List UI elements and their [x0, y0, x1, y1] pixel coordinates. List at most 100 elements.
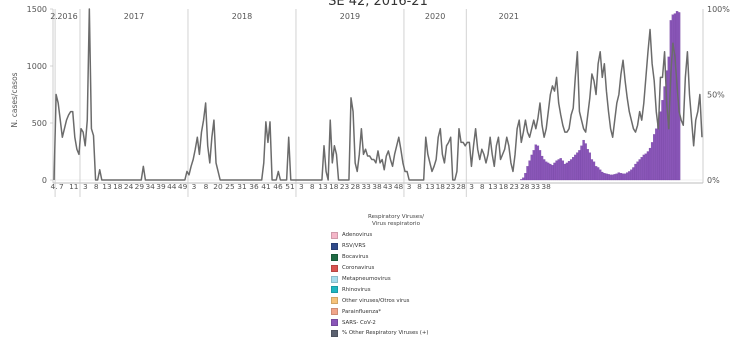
bar-sars-cov-2 [634, 163, 637, 181]
legend-swatch [331, 275, 338, 283]
legend-swatch [331, 319, 338, 327]
bar-sars-cov-2 [640, 157, 643, 181]
year-label: 2019 [340, 12, 360, 21]
bar-sars-cov-2 [655, 128, 658, 181]
bar-sars-cov-2 [599, 169, 602, 181]
bar-sars-cov-2 [592, 161, 596, 181]
bar-sars-cov-2 [615, 173, 618, 181]
bar-sars-cov-2 [594, 166, 598, 181]
bar-sars-cov-2 [619, 173, 623, 181]
bar-sars-cov-2 [638, 159, 641, 181]
x-tick-label: 24 [124, 182, 134, 191]
x-tick-label: 3 [469, 182, 474, 191]
bar-sars-cov-2 [563, 163, 567, 181]
bar-sars-cov-2 [557, 159, 560, 181]
legend-label: RSV/VRS [342, 243, 366, 250]
legend-label: % Other Respiratory Viruses (+) [342, 330, 429, 337]
bar-sars-cov-2 [673, 13, 677, 181]
legend-title: Respiratory Viruses/ Virus respiratorio [331, 214, 461, 228]
x-tick-label: 23 [509, 182, 519, 191]
bar-sars-cov-2 [648, 147, 652, 181]
bar-sars-cov-2 [636, 161, 639, 181]
x-tick-label: 8 [480, 182, 485, 191]
bar-sars-cov-2 [553, 162, 556, 181]
bar-sars-cov-2 [601, 171, 604, 181]
x-tick-label: 13 [318, 182, 328, 191]
bar-sars-cov-2 [559, 158, 562, 181]
x-tick-label: 23 [446, 182, 456, 191]
x-tick-label: 28 [351, 182, 361, 191]
chart: SE 42, 2016-21 N. cases/casos 2. 2016 2017… [10, 0, 730, 197]
bar-sars-cov-2 [609, 174, 612, 181]
x-tick-label: 44 [167, 182, 177, 191]
x-tick-label: 43 [383, 182, 393, 191]
x-tick-label: 34 [145, 182, 155, 191]
bar-sars-cov-2 [621, 173, 625, 181]
legend-swatch [331, 264, 338, 272]
x-tick-label: 46 [273, 182, 283, 191]
legend-item: % Other Respiratory Viruses (+) [331, 328, 461, 339]
legend-item: Parainfluenza* [331, 306, 461, 317]
bar-sars-cov-2 [551, 165, 554, 181]
bar-sars-cov-2 [628, 171, 631, 181]
x-tick-label: 3 [299, 182, 304, 191]
bar-sars-cov-2 [520, 179, 523, 181]
bar-sars-cov-2 [549, 163, 552, 181]
bar-sars-cov-2 [522, 177, 525, 181]
x-tick-label: 51 [285, 182, 295, 191]
bar-sars-cov-2 [565, 162, 569, 181]
x-tick-label: 36 [249, 182, 259, 191]
bar-sars-cov-2 [574, 154, 577, 181]
year-label: 2016 [57, 12, 77, 21]
x-tick-label: 28 [520, 182, 530, 191]
legend-items: Adenovirus RSV/VRS Bocavirus Coronavirus Met… [331, 230, 461, 339]
bar-sars-cov-2 [536, 145, 540, 181]
y-left-tick-label: 1500 [27, 5, 47, 14]
y-left-tick-label: 500 [32, 119, 47, 128]
legend-item: Other viruses/Otros virus [331, 295, 461, 306]
legend-swatch [331, 297, 338, 305]
x-tick-label: 28 [456, 182, 466, 191]
x-tick-label: 39 [156, 182, 166, 191]
bar-sars-cov-2 [567, 161, 571, 181]
y-right-tick-label: 0% [707, 176, 720, 185]
x-tick-label: 3 [192, 182, 197, 191]
line-other-respiratory-viruses [53, 8, 703, 181]
legend-title-line1: Respiratory Viruses/ [367, 214, 425, 220]
chart-title: SE 42, 2016-21 [328, 0, 428, 9]
x-tick-label: 38 [372, 182, 382, 191]
bar-sars-cov-2 [542, 159, 546, 181]
bar-sars-cov-2 [540, 155, 544, 181]
bar-sars-cov-2 [596, 167, 600, 181]
x-tick-label: 8 [310, 182, 315, 191]
x-tick-label: 13 [488, 182, 498, 191]
x-tick-label: 8 [417, 182, 422, 191]
bar-sars-cov-2 [534, 144, 537, 181]
legend-item: Bocavirus [331, 252, 461, 263]
legend-item: Rhinovirus [331, 284, 461, 295]
bar-sars-cov-2 [671, 14, 675, 181]
bar-sars-cov-2 [607, 174, 610, 181]
legend-swatch [331, 286, 338, 294]
x-tick-label: 31 [237, 182, 247, 191]
x-tick-label: 48 [394, 182, 404, 191]
bar-sars-cov-2 [617, 172, 621, 181]
legend-item: Adenovirus [331, 230, 461, 241]
year-label: 2021 [499, 12, 519, 21]
bar-sars-cov-2 [545, 161, 548, 181]
bar-sars-cov-2 [653, 134, 656, 181]
x-tick-label: 33 [361, 182, 371, 191]
bar-sars-cov-2 [561, 160, 564, 181]
x-tick-label: 13 [102, 182, 112, 191]
x-tick-label: 8 [94, 182, 99, 191]
y-left-tick-label: 1000 [27, 62, 47, 71]
x-tick-label: 23 [340, 182, 350, 191]
x-tick-label: 18 [499, 182, 509, 191]
bar-sars-cov-2 [576, 152, 579, 181]
legend-label: SARS- CoV-2 [342, 319, 376, 326]
year-label: 2. [50, 12, 58, 21]
legend-swatch [331, 231, 338, 239]
legend: Respiratory Viruses/ Virus respiratorio … [331, 214, 461, 339]
legend-label: Coronavirus [342, 265, 375, 272]
x-tick-label: 13 [425, 182, 435, 191]
